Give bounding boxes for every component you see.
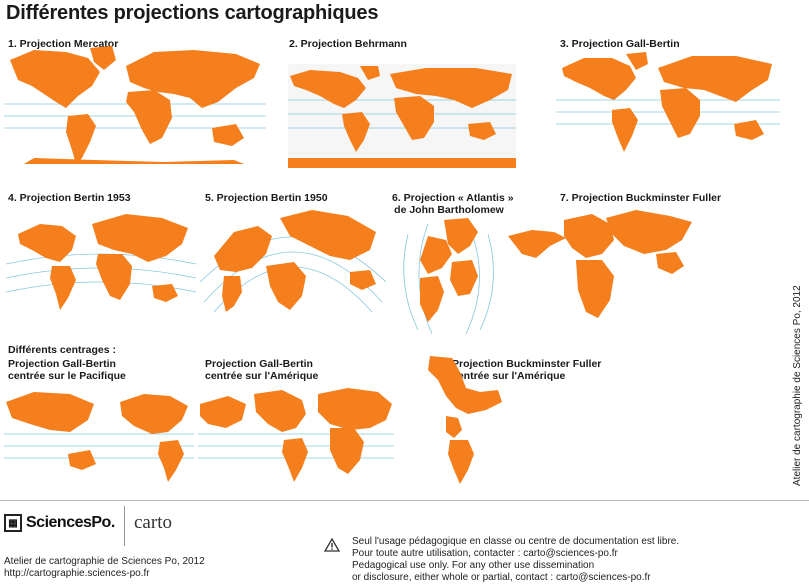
landmass-eurasia: [318, 388, 392, 430]
logo-separator: [124, 506, 125, 546]
carto-wordmark: carto: [134, 512, 172, 533]
page-title: Différentes projections cartographiques: [6, 2, 379, 24]
landmass-greenland: [90, 46, 116, 70]
landmass-north-america: [254, 390, 306, 432]
landmass-eurasia: [444, 218, 478, 254]
centrage-label-pacific-line1: Projection Gall-Bertin: [8, 358, 116, 370]
landmass-north-america: [562, 58, 636, 100]
landmass-africa: [330, 428, 364, 474]
map-buckminster-fuller: [506, 206, 700, 336]
landmass-eurasia: [92, 214, 188, 262]
centrage-label-gall-america-line1: Projection Gall-Bertin: [205, 358, 313, 370]
usage-notice-line1: Seul l'usage pédagogique en classe ou ce…: [352, 536, 680, 547]
landmass-africa: [266, 262, 306, 310]
landmass-australia: [152, 284, 178, 302]
landmass-south-america: [342, 112, 370, 152]
usage-notice: Seul l'usage pédagogique en classe ou ce…: [352, 536, 679, 584]
footer-credit: Atelier de cartographie de Sciences Po, …: [4, 556, 205, 580]
landmass-south-america: [50, 266, 76, 310]
centrage-label-fuller-america-line1: Projection Buckminster Fuller: [452, 358, 602, 370]
landmass-australia: [68, 450, 96, 470]
centrage-label-gall-america-line2: centrée sur l'Amérique: [205, 370, 319, 382]
landmass-africa: [394, 96, 434, 140]
projection-label-gall-bertin: 3. Projection Gall-Bertin: [560, 38, 680, 50]
landmass-eurasia: [390, 68, 512, 108]
landmass-africa: [450, 260, 478, 296]
landmass-africa: [96, 254, 132, 300]
landmass-africa: [126, 90, 172, 144]
landmass-north-america: [120, 394, 188, 434]
warning-triangle-icon: [323, 537, 341, 557]
side-credit: Atelier de cartographie de Sciences Po, …: [792, 285, 803, 486]
usage-notice-line3: Pedagogical use only. For any other use …: [352, 560, 595, 571]
map-gall-bertin: [556, 46, 780, 164]
landmass-south-america: [282, 438, 308, 482]
landmass-south-america: [612, 108, 638, 152]
landmass-south-america: [448, 440, 474, 484]
centrage-label-gall-america: Projection Gall-Bertin centrée sur l'Amé…: [205, 358, 318, 382]
projection-label-mercator: 1. Projection Mercator: [8, 38, 119, 50]
landmass-north-america: [564, 214, 614, 258]
landmass-australia: [468, 122, 496, 140]
map-fuller-america: [402, 352, 512, 492]
map-bertin-1953: [6, 204, 196, 322]
landmass-south-america: [66, 114, 96, 164]
landmass-eurasia: [6, 392, 94, 432]
projection-label-atlantis-line2: de John Bartholomew: [394, 204, 504, 216]
sciences-po-logo: ▦ SciencesPo.: [4, 514, 115, 532]
landmass-australia: [212, 124, 244, 146]
projection-label-atlantis: 6. Projection « Atlantis » de John Barth…: [392, 192, 514, 216]
projection-label-atlantis-line1: 6. Projection « Atlantis »: [392, 192, 514, 204]
landmass-north-america: [420, 236, 452, 274]
map-gall-bertin-pacific: [4, 384, 194, 488]
landmass-north-america: [10, 50, 100, 108]
centrage-label-fuller-america-line2: centrée sur l'Amérique: [452, 370, 566, 382]
landmass-south-america: [222, 276, 242, 312]
landmass-africa: [576, 260, 614, 318]
footer-credit-line1: Atelier de cartographie de Sciences Po, …: [4, 556, 205, 567]
landmass-asia-west: [200, 396, 246, 428]
landmass-north-america: [290, 70, 366, 108]
landmass-central-america: [446, 416, 462, 438]
footer-credit-url: http://cartographie.sciences-po.fr: [4, 568, 150, 579]
landmass-north-america: [18, 224, 76, 262]
centrage-label-pacific: Projection Gall-Bertin centrée sur le Pa…: [8, 358, 126, 382]
landmass-australia: [656, 252, 684, 274]
landmass-eurasia: [606, 210, 692, 254]
landmass-greenland: [626, 52, 648, 70]
map-mercator: [4, 46, 266, 166]
centrage-label-fuller-america: Projection Buckminster Fuller centrée su…: [452, 358, 601, 382]
landmass-australia: [734, 120, 764, 140]
landmass-antarctica: [24, 158, 244, 164]
landmass-south-america: [158, 440, 184, 482]
usage-notice-line4: or disclosure, either whole or partial, …: [352, 572, 651, 583]
landmass-north-america: [214, 226, 272, 272]
landmass-greenland: [360, 66, 380, 80]
landmass-north-america: [428, 356, 502, 414]
logo-text: SciencesPo.: [26, 514, 115, 531]
landmass-antarctica: [288, 158, 516, 168]
map-atlantis: [398, 214, 498, 338]
centrages-heading: Différents centrages :: [8, 344, 116, 356]
landmass-south-america: [420, 276, 444, 322]
projection-label-behrmann: 2. Projection Behrmann: [289, 38, 407, 50]
usage-notice-line2: Pour toute autre utilisation, contacter …: [352, 548, 618, 559]
landmass-eurasia: [126, 50, 260, 108]
landmass-eurasia: [658, 56, 772, 102]
projection-label-bertin-1950: 5. Projection Bertin 1950: [205, 192, 328, 204]
map-bertin-1950: [200, 202, 386, 322]
sciences-po-emblem-icon: ▦: [4, 514, 22, 532]
landmass-eurasia: [280, 210, 376, 260]
map-behrmann: [286, 60, 518, 172]
landmass-africa: [660, 88, 700, 138]
landmass-south-america: [508, 230, 566, 258]
projection-label-bertin-1953: 4. Projection Bertin 1953: [8, 192, 131, 204]
projection-label-buckminster-fuller: 7. Projection Buckminster Fuller: [560, 192, 722, 204]
centrage-label-pacific-line2: centrée sur le Pacifique: [8, 370, 126, 382]
footer-divider: [0, 500, 809, 501]
map-gall-bertin-america: [198, 384, 394, 488]
landmass-australia: [350, 270, 376, 290]
